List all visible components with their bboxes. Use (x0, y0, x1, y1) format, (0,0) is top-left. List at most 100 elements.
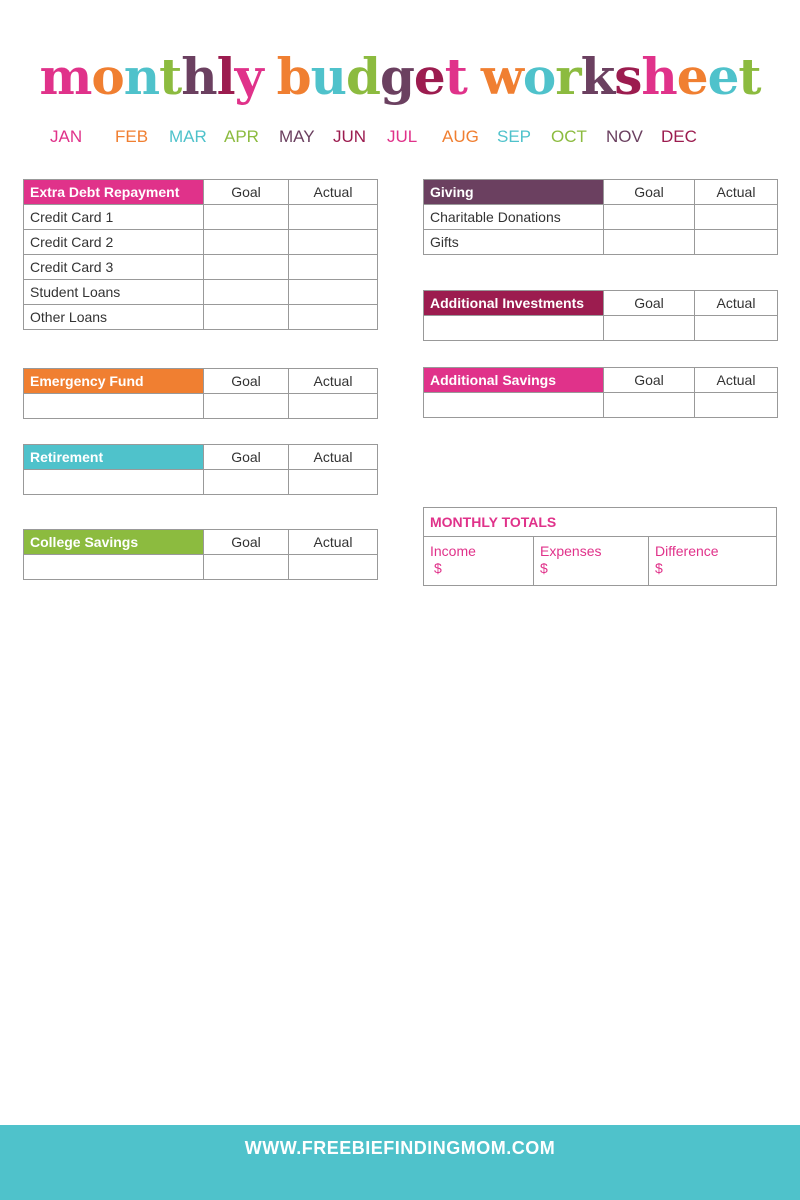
expenses-value: $ (540, 560, 548, 576)
row-label (423, 392, 604, 418)
income-cell[interactable]: Income $ (424, 537, 534, 586)
table-header: Extra Debt Repayment Goal Actual (23, 179, 378, 205)
goal-header: Goal (203, 368, 289, 394)
month-nov[interactable]: NOV (606, 127, 643, 146)
actual-header: Actual (288, 529, 378, 555)
goal-cell[interactable] (203, 554, 289, 580)
difference-cell[interactable]: Difference $ (649, 537, 776, 586)
goal-header: Goal (603, 179, 695, 205)
title-letter: y (234, 47, 264, 106)
table-row: Charitable Donations (423, 204, 778, 230)
actual-cell[interactable] (288, 254, 378, 280)
table-giving: Giving Goal Actual Charitable Donations Gift… (423, 179, 778, 255)
actual-cell[interactable] (694, 315, 778, 341)
title-letter: e (413, 47, 446, 106)
month-dec[interactable]: DEC (661, 127, 697, 146)
title-letter: u (310, 47, 347, 106)
title-letter: t (444, 47, 468, 106)
goal-cell[interactable] (203, 469, 289, 495)
month-apr[interactable]: APR (224, 127, 259, 146)
goal-cell[interactable] (603, 392, 695, 418)
table-row (23, 393, 378, 419)
table-title: Additional Savings (423, 367, 604, 393)
table-row (423, 315, 778, 341)
title-letter (263, 42, 277, 112)
actual-cell[interactable] (694, 392, 778, 418)
month-selector: JAN FEB MAR APR MAY JUN JUL AUG SEP OCT NOV DEC (0, 127, 800, 151)
goal-header: Goal (203, 529, 289, 555)
title-letter: r (555, 47, 581, 106)
table-header: Emergency Fund Goal Actual (23, 368, 378, 394)
goal-cell[interactable] (603, 229, 695, 255)
row-label: Credit Card 1 (23, 204, 204, 230)
goal-cell[interactable] (203, 279, 289, 305)
goal-cell[interactable] (203, 304, 289, 330)
table-title: Retirement (23, 444, 204, 470)
table-extra-debt-repayment: Extra Debt Repayment Goal Actual Credit Car… (23, 179, 378, 330)
goal-cell[interactable] (203, 229, 289, 255)
title-letter: h (181, 47, 217, 106)
row-label: Credit Card 3 (23, 254, 204, 280)
title-letter: e (676, 47, 709, 106)
goal-cell[interactable] (603, 204, 695, 230)
goal-cell[interactable] (203, 254, 289, 280)
table-additional-savings: Additional Savings Goal Actual (423, 367, 778, 418)
actual-cell[interactable] (288, 229, 378, 255)
month-oct[interactable]: OCT (551, 127, 587, 146)
goal-cell[interactable] (603, 315, 695, 341)
actual-header: Actual (288, 444, 378, 470)
monthly-totals-title: MONTHLY TOTALS (424, 508, 776, 537)
table-header: Retirement Goal Actual (23, 444, 378, 470)
table-row: Other Loans (23, 304, 378, 330)
month-mar[interactable]: MAR (169, 127, 207, 146)
actual-header: Actual (694, 290, 778, 316)
actual-cell[interactable] (288, 204, 378, 230)
month-feb[interactable]: FEB (115, 127, 149, 146)
monthly-totals-table: MONTHLY TOTALS Income $ Expenses $ Differe… (423, 507, 777, 586)
actual-header: Actual (694, 367, 778, 393)
title-letter: t (738, 47, 761, 106)
title-letter: k (580, 47, 616, 106)
title-letter: d (345, 47, 381, 106)
title-letter: n (123, 47, 160, 106)
title-letter: t (159, 47, 182, 106)
row-label (23, 469, 204, 495)
expenses-label: Expenses (540, 543, 602, 559)
month-jul[interactable]: JUL (387, 127, 418, 146)
table-header: College Savings Goal Actual (23, 529, 378, 555)
row-label: Gifts (423, 229, 604, 255)
actual-cell[interactable] (288, 393, 378, 419)
goal-header: Goal (603, 367, 695, 393)
row-label (423, 315, 604, 341)
table-title: Additional Investments (423, 290, 604, 316)
title-letter: h (641, 47, 677, 106)
month-sep[interactable]: SEP (497, 127, 532, 146)
footer-url[interactable]: WWW.FREEBIEFINDINGMOM.COM (244, 1138, 556, 1158)
actual-cell[interactable] (288, 304, 378, 330)
actual-cell[interactable] (288, 279, 378, 305)
table-additional-investments: Additional Investments Goal Actual (423, 290, 778, 341)
goal-cell[interactable] (203, 393, 289, 419)
difference-label: Difference (655, 543, 719, 559)
table-row (23, 554, 378, 580)
goal-cell[interactable] (203, 204, 289, 230)
expenses-cell[interactable]: Expenses $ (534, 537, 649, 586)
month-jun[interactable]: JUN (333, 127, 367, 146)
row-label (23, 393, 204, 419)
actual-cell[interactable] (694, 229, 778, 255)
actual-cell[interactable] (288, 554, 378, 580)
actual-cell[interactable] (288, 469, 378, 495)
goal-header: Goal (203, 179, 289, 205)
actual-cell[interactable] (694, 204, 778, 230)
table-header: Additional Savings Goal Actual (423, 367, 778, 393)
title-letter: s (614, 47, 642, 106)
month-jan[interactable]: JAN (50, 127, 83, 146)
month-aug[interactable]: AUG (442, 127, 479, 146)
title-letter: g (379, 47, 415, 106)
table-header: Giving Goal Actual (423, 179, 778, 205)
title-letter: b (276, 47, 312, 106)
table-header: Additional Investments Goal Actual (423, 290, 778, 316)
month-may[interactable]: MAY (279, 127, 315, 146)
table-college-savings: College Savings Goal Actual (23, 529, 378, 580)
title-letter: o (522, 47, 556, 106)
